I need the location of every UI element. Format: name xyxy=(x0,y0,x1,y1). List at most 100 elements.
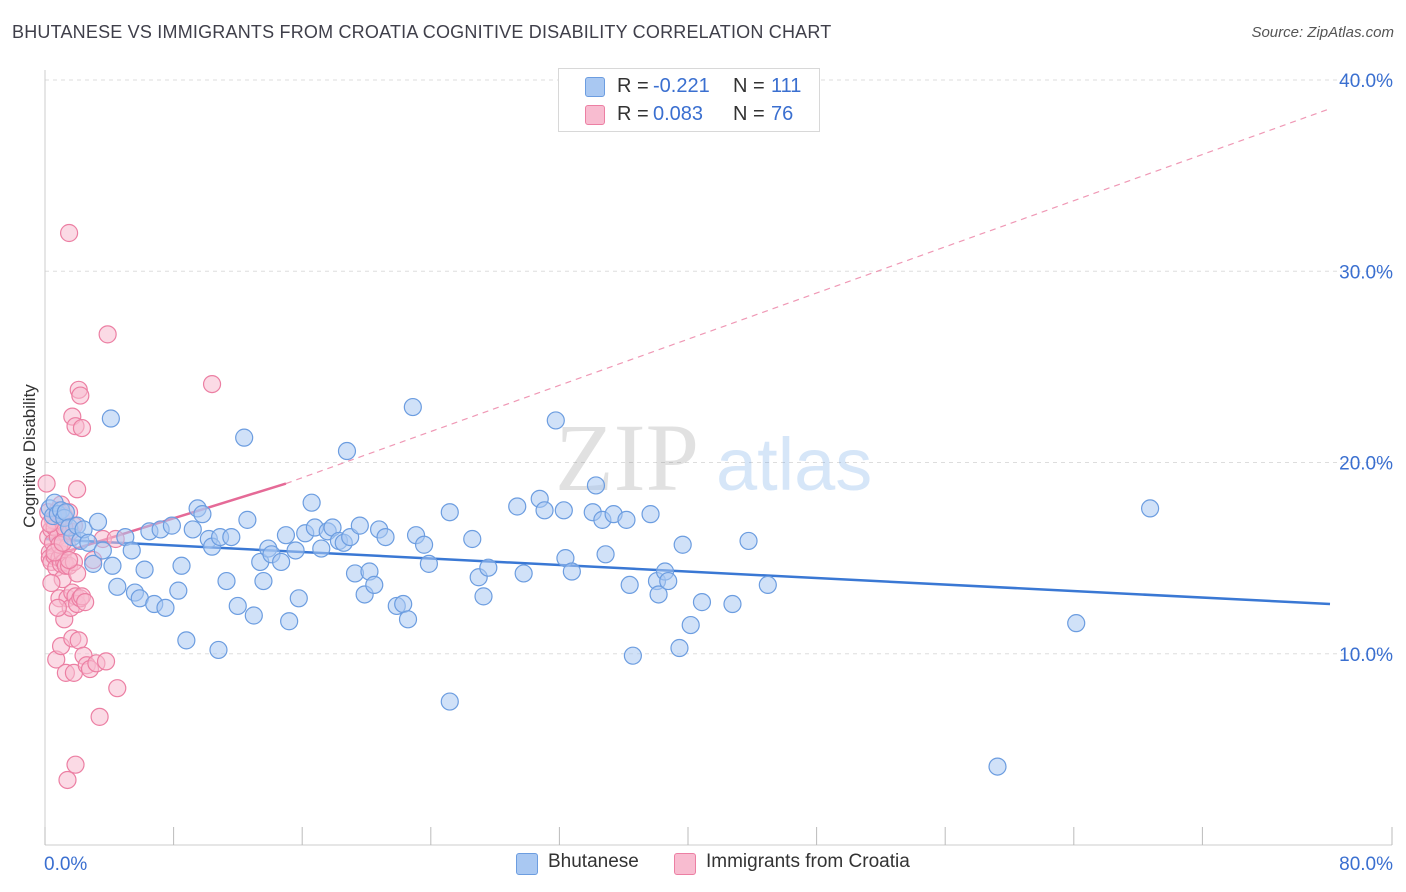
bhutanese-point xyxy=(135,560,154,579)
bhutanese-point xyxy=(988,757,1007,776)
bhutanese-point xyxy=(440,503,459,522)
bhutanese-point xyxy=(479,558,498,577)
bhutanese-point xyxy=(228,596,247,616)
bhutanese-point xyxy=(739,531,758,551)
legend-n-label: N = xyxy=(733,103,765,125)
bhutanese-point xyxy=(350,516,369,535)
croatia-point xyxy=(58,770,77,790)
croatia-point xyxy=(37,474,56,493)
bhutanese-point xyxy=(419,554,438,573)
croatia-point xyxy=(96,652,116,671)
y-tick-label: 30.0% xyxy=(1339,262,1393,283)
legend-n-value: 111 xyxy=(771,75,802,97)
bhutanese-point xyxy=(758,575,777,595)
croatia-point xyxy=(76,593,95,612)
bhutanese-point xyxy=(244,606,263,625)
bhutanese-point xyxy=(56,503,75,522)
x-tick-label: 0.0% xyxy=(44,854,87,875)
y-tick-label: 10.0% xyxy=(1339,645,1393,666)
croatia-point xyxy=(69,631,88,650)
croatia-point xyxy=(71,386,90,405)
croatia-point xyxy=(202,374,222,394)
bhutanese-legend-label: Bhutanese xyxy=(548,851,639,872)
bhutanese-point xyxy=(108,577,127,596)
bhutanese-point xyxy=(673,535,692,554)
legend-r-label: R = xyxy=(617,103,649,125)
legend-r-value: -0.221 xyxy=(653,75,710,97)
croatia-point xyxy=(66,755,85,774)
bhutanese-point xyxy=(1067,614,1086,633)
bhutanese-points xyxy=(40,397,1160,776)
bhutanese-point xyxy=(280,612,299,631)
watermark: ZIP atlas xyxy=(555,404,872,511)
bhutanese-point xyxy=(172,556,191,575)
bhutanese-trend-line xyxy=(44,537,1331,606)
bhutanese-swatch xyxy=(585,77,605,97)
bhutanese-point xyxy=(723,594,742,614)
bhutanese-point xyxy=(1140,499,1160,518)
croatia-point xyxy=(68,564,87,583)
legend-n-label: N = xyxy=(733,75,765,97)
croatia-point xyxy=(59,550,79,570)
x-tick-label: 80.0% xyxy=(1339,854,1393,875)
croatia-point xyxy=(90,707,109,726)
bhutanese-point xyxy=(286,541,305,560)
bhutanese-point xyxy=(394,594,413,614)
croatia-point xyxy=(68,480,87,499)
bhutanese-point xyxy=(88,512,108,531)
bhutanese-point xyxy=(535,501,554,520)
bhutanese-point xyxy=(670,638,689,658)
bhutanese-legend-swatch xyxy=(516,853,538,875)
croatia-trend-extension xyxy=(285,108,1331,485)
croatia-legend-label: Immigrants from Croatia xyxy=(706,851,910,872)
bhutanese-point xyxy=(463,529,482,549)
watermark-zip: ZIP xyxy=(555,404,699,511)
croatia-point xyxy=(108,679,127,698)
bhutanese-point xyxy=(93,541,112,560)
bhutanese-point xyxy=(641,505,660,524)
bhutanese-point xyxy=(440,692,459,711)
correlation-legend: R = -0.221 N = 111 R = 0.083 N = 76 xyxy=(558,68,820,132)
bhutanese-point xyxy=(79,533,98,552)
trend-lines xyxy=(44,108,1331,606)
bhutanese-point xyxy=(183,520,202,539)
bhutanese-point xyxy=(101,409,120,428)
bhutanese-point xyxy=(617,510,636,529)
bhutanese-point xyxy=(659,571,678,591)
croatia-point xyxy=(98,325,117,344)
y-tick-label: 20.0% xyxy=(1339,454,1393,475)
bhutanese-point xyxy=(414,535,434,554)
grid-lines xyxy=(45,79,1392,655)
bhutanese-point xyxy=(474,587,493,606)
bhutanese-point xyxy=(596,545,615,564)
bhutanese-point xyxy=(193,505,212,524)
legend-r-value: 0.083 xyxy=(653,103,704,125)
bhutanese-point xyxy=(681,615,700,635)
watermark-atlas: atlas xyxy=(716,423,872,506)
croatia-point xyxy=(72,418,92,438)
bhutanese-point xyxy=(122,541,141,560)
bhutanese-point xyxy=(398,610,418,629)
y-tick-label: 40.0% xyxy=(1339,71,1393,92)
croatia-point xyxy=(48,598,67,617)
tick-labels: 10.0% 20.0% 30.0% 40.0% 0.0% 80.0% xyxy=(44,71,1393,875)
bhutanese-point xyxy=(209,640,228,660)
bhutanese-point xyxy=(84,554,103,573)
legend-r-label: R = xyxy=(617,75,649,97)
bhutanese-point xyxy=(562,562,581,581)
bhutanese-point xyxy=(554,501,573,520)
bhutanese-point xyxy=(156,598,175,617)
bhutanese-point xyxy=(623,646,642,665)
bhutanese-point xyxy=(272,552,291,572)
bhutanese-point xyxy=(365,575,384,595)
bhutanese-point xyxy=(302,493,321,512)
legend-n-value: 76 xyxy=(771,103,794,125)
bhutanese-point xyxy=(620,575,639,595)
bhutanese-point xyxy=(276,526,296,545)
croatia-point xyxy=(42,573,61,593)
bhutanese-point xyxy=(586,476,606,495)
bhutanese-point xyxy=(403,397,422,417)
bhutanese-point xyxy=(177,631,196,650)
bhutanese-point xyxy=(289,589,308,608)
